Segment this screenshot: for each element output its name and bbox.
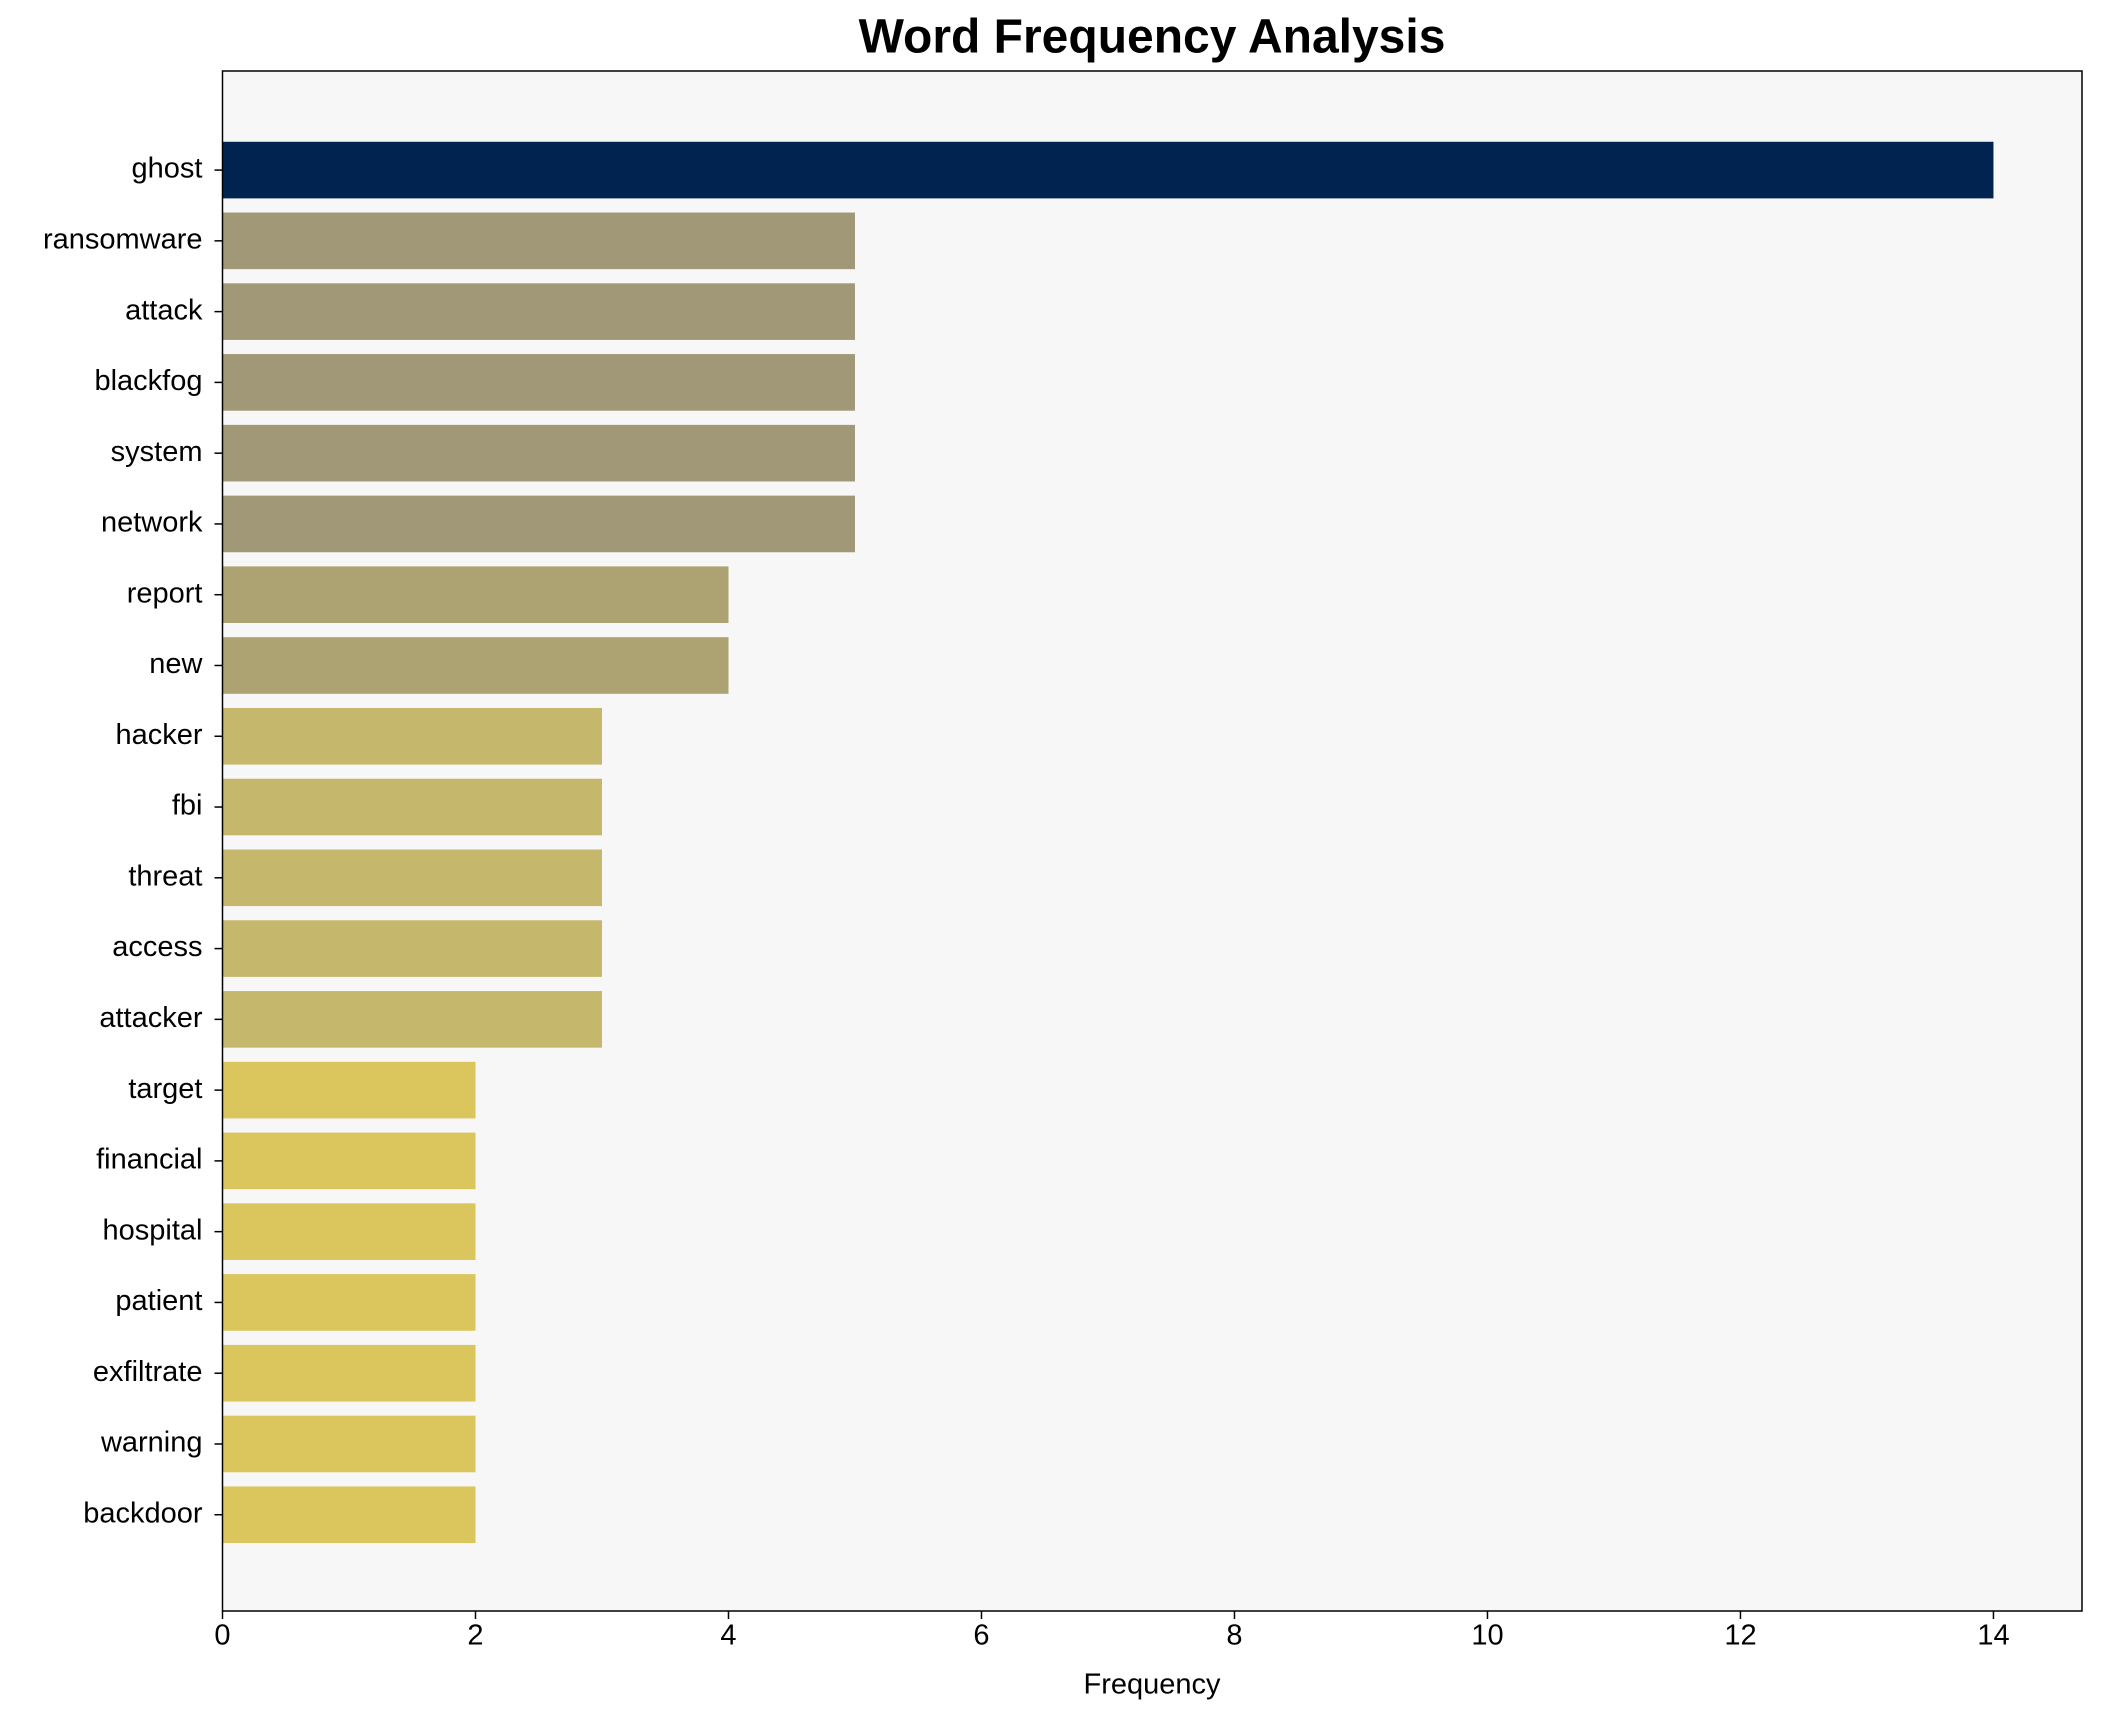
chart-title: Word Frequency Analysis	[859, 11, 1446, 64]
bar	[222, 707, 602, 765]
bar	[222, 637, 729, 694]
y-tick-label: backdoor	[83, 1497, 203, 1529]
bar	[222, 283, 855, 340]
x-tick-label: 6	[973, 1620, 989, 1652]
bar	[222, 778, 602, 836]
bar	[222, 1203, 476, 1260]
x-tick-label: 8	[1226, 1620, 1242, 1652]
bar	[222, 141, 1994, 199]
y-tick-label: exfiltrate	[93, 1356, 203, 1388]
x-tick-label: 10	[1471, 1620, 1503, 1652]
x-tick-label: 2	[467, 1620, 483, 1652]
bar	[222, 424, 855, 482]
bar	[222, 1344, 476, 1402]
bar	[222, 849, 602, 907]
y-tick-label: hospital	[103, 1214, 203, 1246]
bar	[222, 1486, 476, 1544]
y-tick-label: target	[128, 1073, 202, 1105]
y-tick-label: ghost	[132, 153, 203, 185]
x-tick-label: 0	[214, 1620, 230, 1652]
y-tick-label: patient	[115, 1285, 202, 1317]
y-tick-label: report	[127, 577, 203, 609]
bar	[222, 1415, 476, 1473]
x-tick-label: 12	[1724, 1620, 1756, 1652]
y-tick-label: attack	[125, 294, 203, 326]
bar	[222, 991, 602, 1048]
y-tick-label: blackfog	[94, 365, 202, 397]
bar	[222, 212, 855, 270]
y-tick-label: warning	[100, 1427, 203, 1459]
y-tick-label: attacker	[99, 1002, 202, 1034]
bar	[222, 566, 729, 624]
bar	[222, 920, 602, 977]
y-tick-label: access	[112, 931, 202, 963]
y-tick-label: fbi	[172, 790, 203, 822]
y-tick-label: hacker	[115, 719, 202, 751]
plot-frame	[221, 70, 2083, 1612]
y-tick-label: financial	[96, 1144, 202, 1176]
x-axis-label: Frequency	[1083, 1669, 1221, 1701]
bar	[222, 1132, 476, 1190]
y-tick-label: new	[149, 648, 203, 680]
bar	[222, 1061, 476, 1119]
x-tick-label: 14	[1977, 1620, 2009, 1652]
x-tick-label: 4	[720, 1620, 736, 1652]
bar	[222, 495, 855, 553]
y-tick-label: threat	[128, 860, 202, 892]
y-tick-label: system	[111, 436, 203, 468]
bar	[222, 1274, 476, 1331]
y-tick-label: ransomware	[43, 224, 203, 256]
bar	[222, 354, 855, 411]
y-tick-label: network	[101, 507, 203, 539]
